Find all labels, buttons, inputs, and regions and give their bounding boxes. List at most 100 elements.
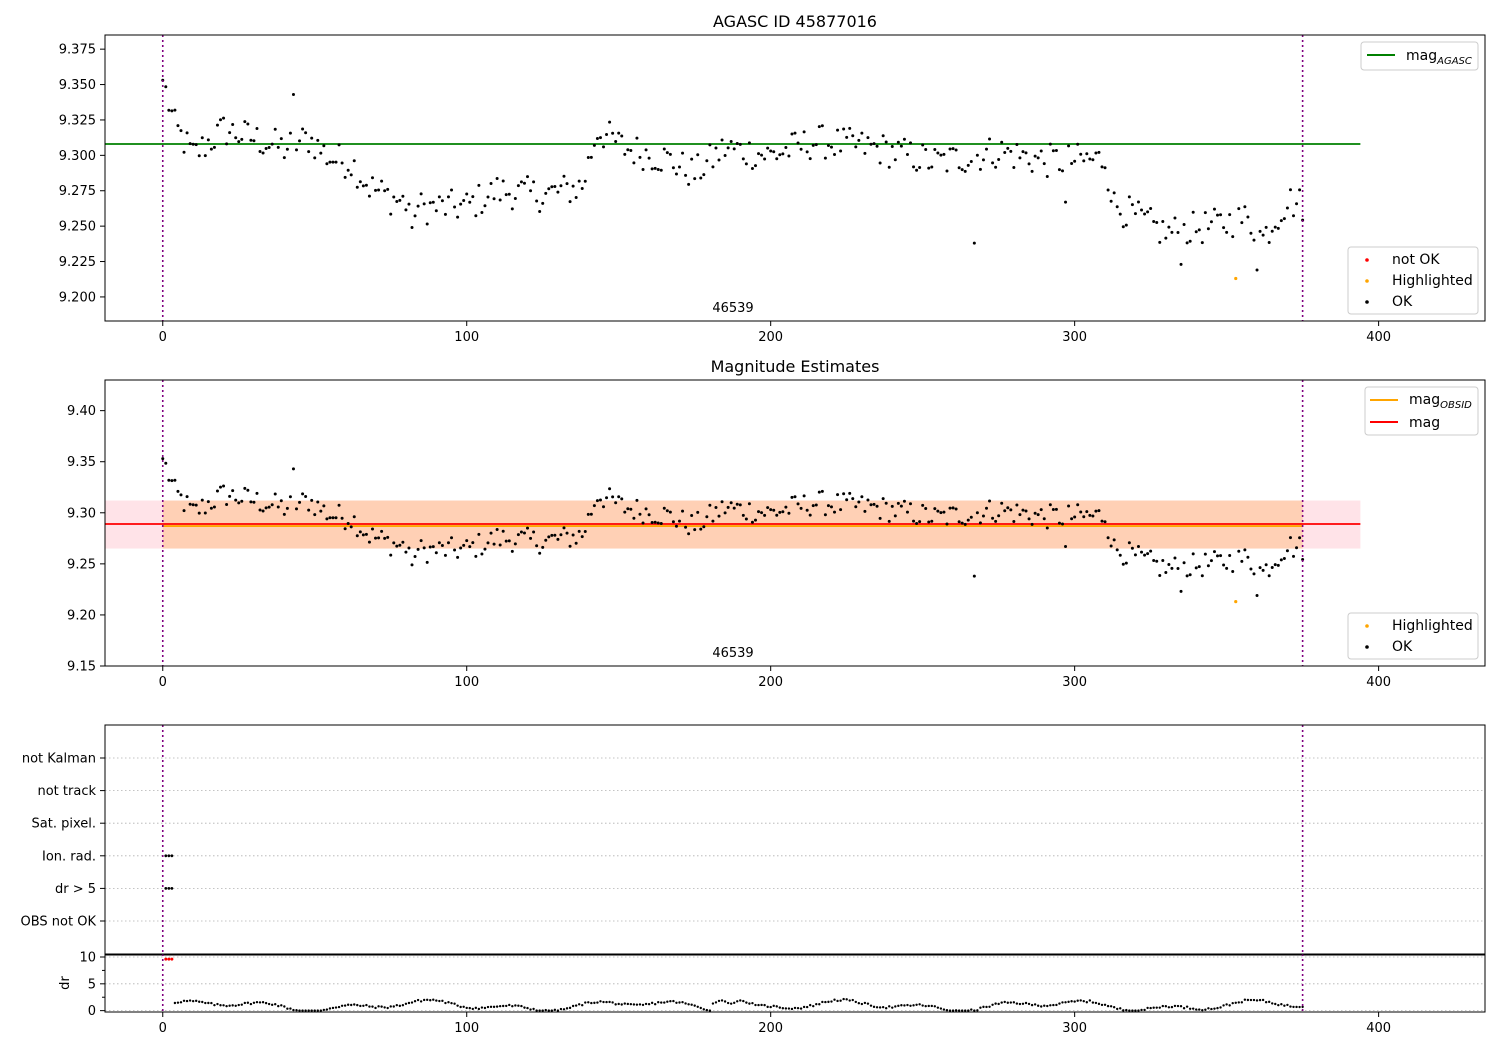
ok-point [702, 525, 706, 529]
dr-point [246, 1001, 250, 1004]
ok-point [905, 510, 909, 514]
ok-point [1085, 510, 1089, 514]
ok-point [966, 518, 970, 522]
ok-point [322, 504, 326, 508]
ok-point [185, 131, 189, 135]
ok-point [1100, 519, 1104, 523]
dr-point [395, 1003, 399, 1007]
dr-point [267, 1002, 271, 1006]
dr-point [1246, 998, 1250, 1002]
dr-point [1204, 1008, 1207, 1011]
dr-point [1033, 1003, 1037, 1006]
ok-point [1285, 549, 1289, 553]
ok-point [997, 158, 1001, 162]
ok-point [440, 199, 444, 203]
ok-point [422, 546, 426, 550]
ok-point [1237, 549, 1241, 553]
ok-point [310, 498, 314, 502]
ok-point [881, 497, 885, 501]
dr-point [1015, 1002, 1019, 1005]
ok-point [714, 146, 718, 150]
dr-point [1027, 1002, 1031, 1006]
ok-point [1012, 165, 1016, 169]
ok-point [872, 142, 876, 146]
dr-point [1289, 1005, 1292, 1008]
ok-point [899, 504, 903, 508]
ok-point [1121, 562, 1125, 566]
ok-point [1206, 564, 1210, 568]
ok-point [291, 467, 295, 471]
ok-point [1118, 553, 1122, 557]
ok-point [741, 513, 745, 517]
ok-point [787, 511, 791, 515]
flag-point [170, 887, 174, 890]
ok-point [380, 529, 384, 533]
ok-point [632, 516, 636, 520]
dr-point [1140, 1008, 1143, 1012]
ok-point [951, 506, 955, 510]
ok-point [796, 502, 800, 506]
ok-point [164, 85, 168, 89]
ok-point [918, 166, 922, 170]
ok-point [337, 143, 341, 147]
ok-point [617, 495, 621, 499]
ok-point [255, 491, 259, 495]
x-tick-label: 300 [1062, 1021, 1087, 1036]
dr-point [1277, 1003, 1280, 1007]
dr-point [878, 1006, 882, 1009]
dr-point [657, 1001, 660, 1004]
dr-point [982, 1005, 985, 1009]
ok-point [857, 138, 861, 142]
dr-point [407, 1001, 411, 1005]
ok-point [1146, 552, 1150, 556]
ok-point [443, 553, 447, 557]
x-tick-label: 200 [758, 330, 783, 345]
ok-point [313, 156, 317, 160]
ok-point [978, 167, 982, 171]
ok-point [580, 186, 584, 190]
ok-point [191, 142, 195, 146]
ok-point [659, 168, 663, 172]
ok-point [1270, 566, 1274, 570]
ok-point [480, 211, 484, 215]
dr-point [480, 1006, 484, 1009]
dr-point [511, 1005, 514, 1008]
ok-point [410, 226, 414, 230]
dr-point [565, 1007, 569, 1010]
dr-point [960, 1009, 964, 1012]
ok-point [1048, 142, 1052, 146]
ok-point [498, 543, 502, 547]
y-tick-label: 9.15 [67, 660, 96, 675]
dr-point [1164, 1005, 1168, 1008]
dr-point [550, 1009, 554, 1012]
ok-point [276, 505, 280, 509]
ok-point [215, 123, 219, 127]
ok-point [1079, 510, 1083, 514]
ok-point [763, 513, 767, 517]
dr-point [422, 998, 426, 1002]
ok-point [802, 130, 806, 134]
ok-point [717, 158, 721, 162]
ok-point [462, 543, 466, 547]
ok-point [395, 200, 399, 204]
dr-point [711, 1002, 715, 1005]
dr-point [687, 1003, 690, 1006]
dr-point [1006, 1001, 1009, 1004]
ok-point [538, 210, 542, 214]
dr-point [663, 1001, 666, 1004]
ok-point [1039, 508, 1043, 512]
ok-point [425, 222, 429, 226]
ok-point [222, 484, 226, 488]
ok-point [167, 108, 171, 112]
ok-point [924, 507, 928, 511]
flag-label: Sat. pixel. [32, 817, 96, 832]
dr-point [635, 1003, 639, 1006]
dr-point [371, 1005, 374, 1008]
ok-point [662, 506, 666, 510]
ok-point [1292, 554, 1296, 558]
ok-point [641, 521, 645, 525]
ok-point [1015, 143, 1019, 147]
ok-point [933, 148, 937, 152]
ok-point [881, 134, 885, 138]
